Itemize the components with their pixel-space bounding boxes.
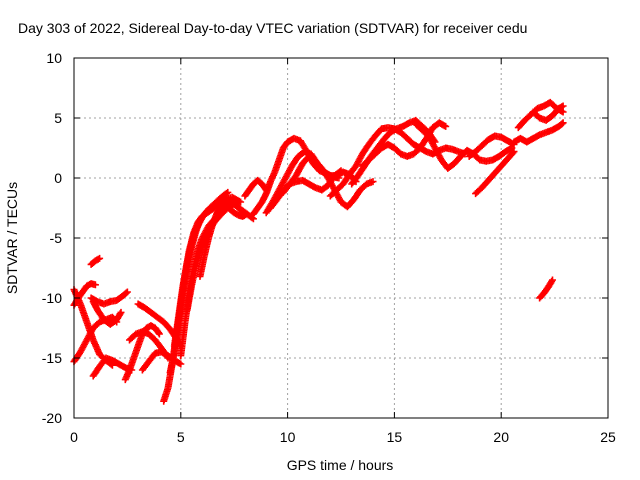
data-point bbox=[336, 168, 344, 176]
data-point bbox=[559, 119, 567, 127]
data-point bbox=[337, 167, 345, 175]
x-tick-label: 5 bbox=[177, 429, 185, 445]
data-series-arc-g bbox=[89, 354, 136, 380]
data-point bbox=[558, 120, 566, 128]
data-series-arc-ae bbox=[529, 102, 567, 124]
y-tick-labels: -20 -15 -10 -5 0 5 10 bbox=[42, 50, 62, 426]
y-tick-label: -10 bbox=[42, 290, 62, 306]
data-series-arc-l bbox=[160, 196, 249, 405]
x-tick-labels: 0 5 10 15 20 25 bbox=[70, 429, 616, 445]
data-point bbox=[177, 360, 185, 368]
data-point bbox=[559, 108, 567, 116]
data-point bbox=[224, 188, 232, 196]
y-axis-title: SDTVAR / TECUs bbox=[4, 182, 20, 294]
data-point bbox=[116, 310, 124, 318]
data-series-arc-ab bbox=[472, 148, 518, 198]
x-axis-title: GPS time / hours bbox=[287, 457, 394, 473]
data-point bbox=[229, 199, 237, 207]
data-series-arc-y bbox=[358, 119, 450, 170]
data-point bbox=[549, 276, 556, 284]
gridlines bbox=[74, 58, 608, 418]
data-point bbox=[122, 289, 130, 297]
data-point bbox=[117, 308, 125, 316]
y-tick-label: 10 bbox=[46, 50, 62, 66]
data-point bbox=[248, 214, 256, 222]
data-point bbox=[223, 189, 230, 197]
data-series-arc-d bbox=[87, 254, 104, 268]
data-point bbox=[548, 277, 556, 285]
data-series-arc-q bbox=[196, 202, 251, 280]
data-series-arc-ac bbox=[510, 119, 567, 146]
data-point bbox=[510, 148, 518, 156]
x-tick-label: 10 bbox=[280, 429, 296, 445]
data-point bbox=[243, 210, 251, 218]
data-series-arc-af bbox=[536, 276, 556, 302]
data-point bbox=[237, 198, 245, 206]
data-point bbox=[155, 330, 163, 338]
data-point bbox=[96, 254, 104, 262]
data-series-arc-z bbox=[412, 120, 516, 172]
y-tick-label: -20 bbox=[42, 410, 62, 426]
y-tick-label: 5 bbox=[54, 110, 62, 126]
data-series-arc-aa bbox=[465, 132, 518, 160]
y-tick-label: 0 bbox=[54, 170, 62, 186]
data-series-arc-f bbox=[89, 298, 125, 328]
data-series-arc-v bbox=[267, 167, 345, 212]
y-tick-label: -5 bbox=[50, 230, 63, 246]
data-points bbox=[70, 98, 567, 405]
data-point bbox=[559, 102, 567, 110]
x-tick-label: 20 bbox=[493, 429, 509, 445]
data-point bbox=[230, 198, 238, 206]
data-point bbox=[94, 255, 102, 263]
data-point bbox=[91, 281, 99, 289]
x-tick-label: 25 bbox=[600, 429, 616, 445]
data-series-arc-n bbox=[170, 188, 232, 350]
data-series-arc-h bbox=[121, 322, 163, 384]
data-point bbox=[369, 178, 377, 186]
x-tick-label: 15 bbox=[387, 429, 403, 445]
x-tick-label: 0 bbox=[70, 429, 78, 445]
data-point bbox=[123, 288, 131, 296]
data-series-arc-w bbox=[326, 124, 469, 200]
y-tick-label: -15 bbox=[42, 350, 62, 366]
axis-ticks bbox=[73, 57, 609, 419]
data-point bbox=[442, 122, 450, 130]
data-point bbox=[509, 149, 517, 157]
chart-title: Day 303 of 2022, Sidereal Day-to-day VTE… bbox=[18, 20, 527, 36]
